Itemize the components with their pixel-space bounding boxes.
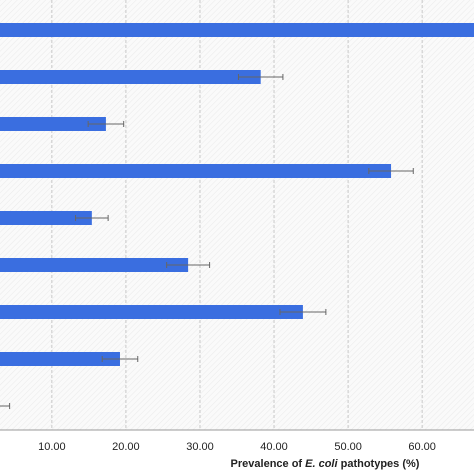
bar bbox=[0, 117, 106, 131]
bar bbox=[0, 70, 261, 84]
bar bbox=[0, 258, 189, 272]
bar bbox=[0, 23, 474, 37]
error-bar bbox=[101, 356, 139, 362]
error-bar bbox=[279, 309, 327, 315]
x-tick-label: 50.00 bbox=[334, 441, 362, 453]
x-tick-label: 10.00 bbox=[38, 441, 66, 453]
error-bar bbox=[237, 74, 284, 80]
error-bar bbox=[0, 403, 11, 409]
x-tick-label: 60.00 bbox=[408, 441, 436, 453]
x-tick-label: 30.00 bbox=[186, 441, 214, 453]
bar bbox=[0, 211, 92, 225]
error-bar bbox=[368, 168, 414, 174]
bar bbox=[0, 352, 120, 366]
error-bar bbox=[75, 215, 109, 221]
x-axis-title-part: Prevalence of bbox=[231, 458, 306, 470]
x-axis-title-part: E. coli bbox=[305, 458, 338, 470]
x-tick-label: 20.00 bbox=[112, 441, 140, 453]
error-bar bbox=[87, 121, 125, 127]
bar bbox=[0, 305, 303, 319]
x-tick-label: 40.00 bbox=[260, 441, 288, 453]
x-axis-title-part: pathotypes (%) bbox=[338, 458, 420, 470]
error-bar bbox=[166, 262, 211, 268]
x-axis-title: Prevalence of E. coli pathotypes (%) bbox=[231, 458, 420, 470]
bar bbox=[0, 164, 392, 178]
